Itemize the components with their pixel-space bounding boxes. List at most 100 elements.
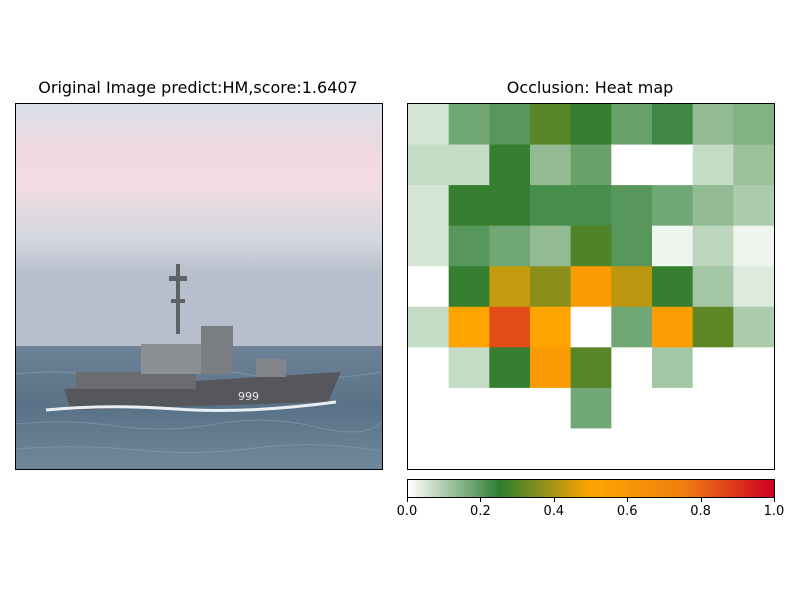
heatmap-cell <box>408 387 450 429</box>
heatmap-cell <box>489 144 531 186</box>
heatmap-title: Occlusion: Heat map <box>506 78 674 97</box>
heatmap-cell <box>652 266 694 308</box>
heatmap-cell <box>448 225 490 267</box>
heatmap-cell <box>611 144 653 186</box>
heatmap-grid <box>408 104 774 469</box>
colorbar-tick <box>774 498 775 502</box>
heatmap-cell <box>733 144 774 186</box>
colorbar-tick <box>480 498 482 502</box>
heatmap-cell <box>652 428 694 469</box>
heatmap-cell <box>733 266 774 308</box>
heatmap-cell <box>448 266 490 308</box>
heatmap-cell <box>692 185 734 227</box>
heatmap-cell <box>448 104 490 146</box>
original-image: 999 <box>15 103 383 470</box>
heatmap-cell <box>530 428 572 469</box>
heatmap-cell <box>489 185 531 227</box>
heatmap-cell <box>570 266 612 308</box>
heatmap-cell <box>408 225 450 267</box>
heatmap-cell <box>530 306 572 348</box>
heatmap-cell <box>733 306 774 348</box>
heatmap-cell <box>733 347 774 389</box>
hull-number: 999 <box>238 390 259 403</box>
heatmap-cell <box>733 185 774 227</box>
colorbar-tick <box>407 498 408 502</box>
ship <box>45 264 341 412</box>
colorbar-tick <box>553 498 555 502</box>
colorbar <box>407 479 775 498</box>
heatmap-cell <box>570 104 612 146</box>
heatmap-cell <box>652 144 694 186</box>
heatmap-cell <box>448 428 490 469</box>
heatmap-cell <box>448 387 490 429</box>
heatmap-cell <box>408 266 450 308</box>
heatmap-cell <box>570 144 612 186</box>
heatmap-cell <box>489 428 531 469</box>
heatmap-cell <box>448 306 490 348</box>
heatmap-cell <box>570 387 612 429</box>
colorbar-tick-label: 0.8 <box>690 504 711 519</box>
heatmap-cell <box>611 306 653 348</box>
heatmap-cell <box>448 185 490 227</box>
heatmap-cell <box>530 266 572 308</box>
heatmap-cell <box>652 185 694 227</box>
heatmap-cell <box>611 428 653 469</box>
heatmap-cell <box>530 387 572 429</box>
heatmap-cell <box>408 144 450 186</box>
heatmap-cell <box>611 387 653 429</box>
colorbar-tick-label: 0.2 <box>470 504 491 519</box>
heatmap-cell <box>733 428 774 469</box>
occlusion-heatmap <box>407 103 775 470</box>
heatmap-cell <box>692 428 734 469</box>
heatmap-cell <box>611 185 653 227</box>
heatmap-cell <box>408 185 450 227</box>
colorbar-tick-label: 1.0 <box>763 504 785 519</box>
heatmap-cell <box>611 104 653 146</box>
heatmap-cell <box>692 266 734 308</box>
colorbar-tick-label: 0.4 <box>543 504 565 519</box>
heatmap-cell <box>489 306 531 348</box>
heatmap-cell <box>692 225 734 267</box>
heatmap-cell <box>652 347 694 389</box>
colorbar-tick-label: 0.0 <box>396 504 418 519</box>
heatmap-cell <box>408 104 450 146</box>
heatmap-cell <box>611 266 653 308</box>
heatmap-cell <box>652 104 694 146</box>
heatmap-cell <box>489 387 531 429</box>
heatmap-cell <box>652 387 694 429</box>
heatmap-cell <box>611 225 653 267</box>
heatmap-cell <box>489 104 531 146</box>
heatmap-cell <box>570 185 612 227</box>
heatmap-cell <box>733 225 774 267</box>
heatmap-cell <box>692 347 734 389</box>
colorbar-tick-label: 0.6 <box>616 504 638 519</box>
heatmap-cell <box>570 428 612 469</box>
heatmap-cell <box>530 144 572 186</box>
heatmap-cell <box>530 225 572 267</box>
heatmap-cell <box>652 225 694 267</box>
heatmap-cell <box>692 306 734 348</box>
heatmap-cell <box>570 347 612 389</box>
ship-photo: 999 <box>16 104 382 469</box>
heatmap-cell <box>733 387 774 429</box>
heatmap-cell <box>530 104 572 146</box>
heatmap-cell <box>530 347 572 389</box>
heatmap-cell <box>489 266 531 308</box>
heatmap-cell <box>408 428 450 469</box>
heatmap-cell <box>489 225 531 267</box>
heatmap-cell <box>570 306 612 348</box>
heatmap-cell <box>530 185 572 227</box>
heatmap-cell <box>692 144 734 186</box>
heatmap-cell <box>408 306 450 348</box>
heatmap-cell <box>448 144 490 186</box>
heatmap-cell <box>408 347 450 389</box>
heatmap-cell <box>448 347 490 389</box>
heatmap-cell <box>611 347 653 389</box>
colorbar-tick <box>627 498 629 502</box>
colorbar-tick <box>700 498 702 502</box>
heatmap-cell <box>489 347 531 389</box>
heatmap-cell <box>692 387 734 429</box>
heatmap-cell <box>570 225 612 267</box>
heatmap-cell <box>733 104 774 146</box>
heatmap-cell <box>692 104 734 146</box>
